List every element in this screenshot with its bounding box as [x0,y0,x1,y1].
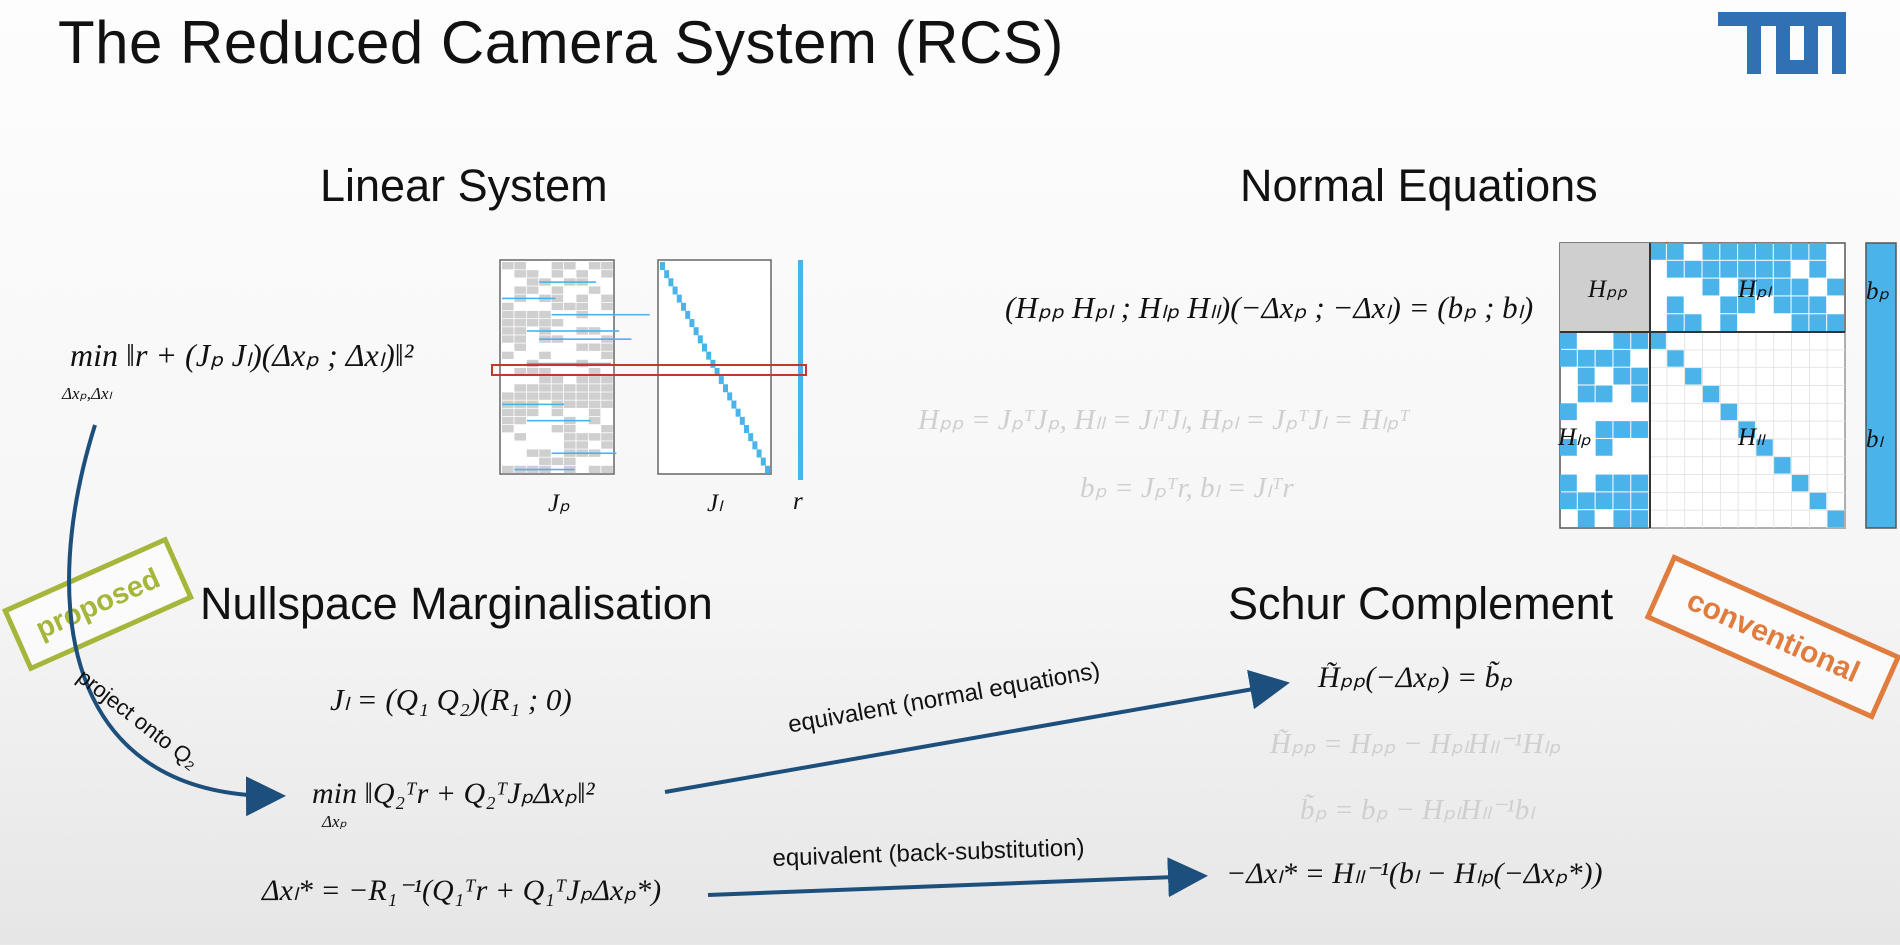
bl-label: bₗ [1866,426,1883,453]
dxl-equation: Δxₗ* = −R₁⁻¹(Q₁ᵀr + Q₁ᵀJₚΔxₚ*) [262,874,662,907]
jl-label: Jₗ [707,490,723,517]
normal-equation: (Hₚₚ Hₚₗ ; Hₗₚ Hₗₗ)(−Δxₚ ; −Δxₗ) = (bₚ ;… [1005,290,1534,325]
hll-label: Hₗₗ [1738,424,1765,451]
linear-min-equation: min ‖r + (Jₚ Jₗ)(Δxₚ ; Δxₗ)‖² [70,337,414,373]
schur-b-definition: b̃ₚ = bₚ − HₚₗHₗₗ⁻¹bₗ [1300,794,1535,826]
hpl-label: Hₚₗ [1738,276,1771,303]
row-highlight [491,364,807,376]
b-vector [1865,242,1897,529]
equiv-back-arrow [707,857,1208,898]
projected-min-subscript: Δxₚ [322,812,347,831]
jp-fill [502,262,650,474]
linear-min-subscript: Δxₚ,Δxₗ [62,384,112,403]
schur-main-equation: H̃ₚₚ(−Δxₚ) = b̃ₚ [1318,661,1513,694]
project-arrow [67,424,286,817]
section-normal-equations: Normal Equations [1240,160,1598,211]
projected-min-equation: min ‖Q₂ᵀr + Q₂ᵀJₚΔxₚ‖² [312,777,595,810]
b-definitions: bₚ = Jₚᵀr, bₗ = Jₗᵀr [1080,472,1294,504]
equiv-normal-arrow [664,669,1290,794]
schur-h-definition: H̃ₚₚ = Hₚₚ − HₚₗHₗₗ⁻¹Hₗₚ [1270,728,1561,760]
h-definitions: Hₚₚ = JₚᵀJₚ, Hₗₗ = JₗᵀJₗ, Hₚₗ = JₚᵀJₗ = … [918,404,1410,436]
jp-label: Jₚ [548,490,570,517]
qr-decomposition: Jₗ = (Q₁ Q₂)(R₁ ; 0) [330,682,572,717]
section-linear-system: Linear System [320,160,608,211]
bp-label: bₚ [1866,278,1890,305]
tum-logo-mark [1718,12,1846,74]
hpp-label: Hₚₚ [1588,276,1628,303]
hlp-label: Hₗₚ [1558,424,1591,451]
page-title: The Reduced Camera System (RCS) [58,9,1064,76]
jl-fill [660,262,770,474]
r-label: r [793,488,803,515]
r-vector [798,260,803,480]
section-nullspace: Nullspace Marginalisation [200,578,713,629]
back-substitution-equation: −Δxₗ* = Hₗₗ⁻¹(bₗ − Hₗₚ(−Δxₚ*)) [1226,857,1603,890]
section-schur: Schur Complement [1228,578,1614,629]
